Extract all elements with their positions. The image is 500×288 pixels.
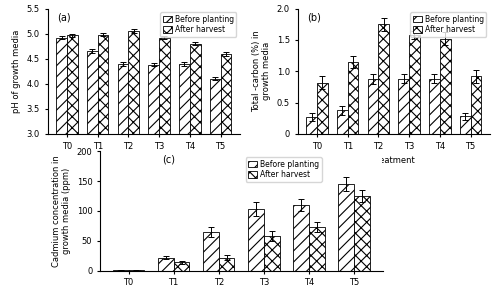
Bar — [87, 51, 98, 284]
Bar — [398, 79, 409, 134]
Bar — [113, 270, 128, 271]
Bar — [203, 232, 218, 271]
Bar — [67, 35, 78, 284]
Bar — [460, 116, 470, 134]
Bar — [293, 205, 309, 271]
Bar — [264, 236, 280, 271]
Bar — [179, 64, 190, 284]
Text: (b): (b) — [307, 12, 321, 22]
Bar — [210, 79, 220, 284]
Y-axis label: Cadmium concentration in
growth media (ppm): Cadmium concentration in growth media (p… — [52, 155, 71, 267]
Bar — [190, 44, 200, 284]
Bar — [348, 62, 358, 134]
Legend: Before planting, After harvest: Before planting, After harvest — [160, 12, 236, 37]
Bar — [128, 31, 139, 284]
Bar — [378, 24, 389, 134]
Bar — [98, 35, 108, 284]
Bar — [220, 54, 231, 284]
Bar — [118, 64, 128, 284]
Y-axis label: pH of growth media: pH of growth media — [12, 30, 21, 113]
Bar — [148, 65, 159, 284]
Bar — [354, 196, 370, 271]
Bar — [368, 79, 378, 134]
X-axis label: Treatment: Treatment — [122, 156, 165, 165]
Bar — [158, 257, 174, 271]
Text: (a): (a) — [57, 12, 71, 22]
Bar — [470, 76, 482, 134]
Bar — [218, 257, 234, 271]
Legend: Before planting, After harvest: Before planting, After harvest — [410, 12, 486, 37]
Bar — [174, 262, 190, 271]
Bar — [56, 38, 67, 284]
Bar — [429, 79, 440, 134]
Bar — [306, 117, 317, 134]
Text: (c): (c) — [162, 155, 175, 165]
Bar — [338, 184, 354, 271]
Bar — [309, 227, 324, 271]
Bar — [128, 270, 144, 271]
Legend: Before planting, After harvest: Before planting, After harvest — [246, 158, 322, 181]
X-axis label: Treatment: Treatment — [372, 156, 415, 165]
Bar — [409, 35, 420, 134]
Bar — [317, 83, 328, 134]
Y-axis label: Total -carbon (%) in
growth media: Total -carbon (%) in growth media — [252, 31, 271, 112]
Bar — [440, 39, 450, 134]
Bar — [337, 110, 347, 134]
Bar — [248, 209, 264, 271]
Bar — [159, 38, 170, 284]
